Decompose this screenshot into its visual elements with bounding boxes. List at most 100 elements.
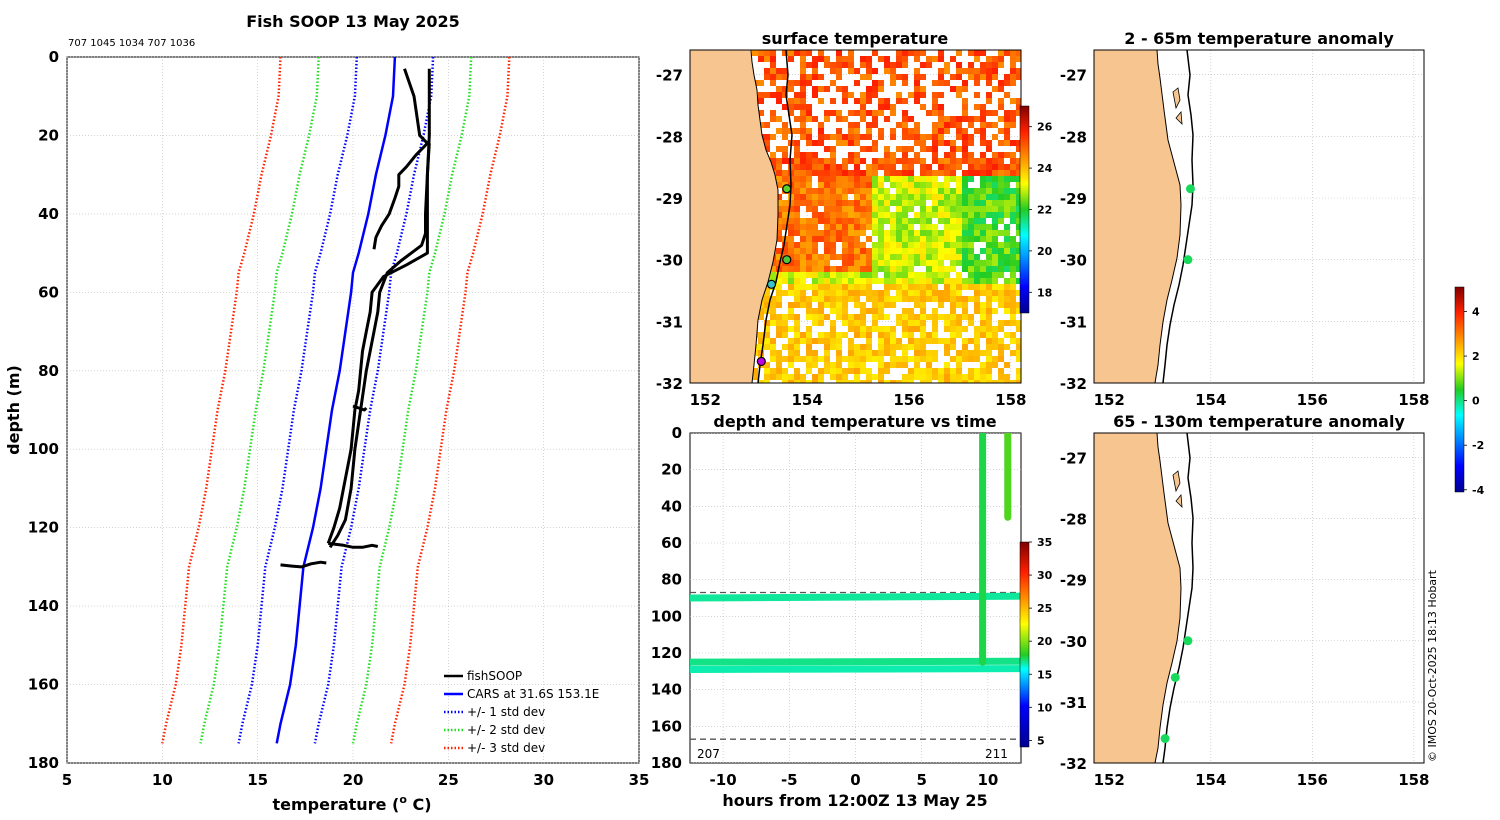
- anomaly-shallow-isobath: [1162, 50, 1194, 383]
- map-xtick-label: 156: [893, 391, 924, 409]
- sst-cell: [944, 296, 950, 302]
- sst-cell: [938, 164, 944, 170]
- sst-cell: [812, 230, 818, 236]
- sst-cell: [848, 350, 854, 356]
- sst-cell: [884, 296, 890, 302]
- sst-cell: [806, 332, 812, 338]
- sst-cell: [920, 296, 926, 302]
- sst-cell: [806, 362, 812, 368]
- sst-cell: [872, 218, 878, 224]
- sst-cell: [812, 152, 818, 158]
- sst-cell: [752, 368, 758, 374]
- sst-cell: [986, 236, 992, 242]
- sst-cell: [962, 146, 968, 152]
- sst-station-marker: [782, 184, 792, 194]
- sst-cell: [770, 68, 776, 74]
- sst-cell: [884, 326, 890, 332]
- sst-cell: [914, 80, 920, 86]
- sst-cell: [842, 218, 848, 224]
- sst-cell: [950, 290, 956, 296]
- sst-cell: [824, 110, 830, 116]
- sst-cell: [932, 194, 938, 200]
- sst-cell: [962, 200, 968, 206]
- sst-cell: [842, 134, 848, 140]
- sst-cell: [842, 248, 848, 254]
- sst-cell: [794, 50, 800, 56]
- sst-cell: [902, 50, 908, 56]
- sst-cell: [926, 236, 932, 242]
- sst-cell: [878, 242, 884, 248]
- sst-cell: [872, 110, 878, 116]
- sst-cell: [998, 260, 1004, 266]
- profile-ylabel: depth (m): [4, 365, 23, 455]
- sst-cell: [986, 314, 992, 320]
- sst-cell: [884, 206, 890, 212]
- sst-cell: [974, 368, 980, 374]
- sst-cell: [1004, 176, 1010, 182]
- sst-cell: [986, 248, 992, 254]
- sst-cell: [830, 344, 836, 350]
- sst-cell: [902, 158, 908, 164]
- sst-cell: [854, 242, 860, 248]
- legend-label-cars: CARS at 31.6S 153.1E: [467, 687, 599, 701]
- sst-cell: [944, 236, 950, 242]
- sst-cell: [788, 212, 794, 218]
- sst-cell: [818, 194, 824, 200]
- colorbar-tick-label: 25: [1037, 602, 1052, 615]
- sst-cell: [854, 326, 860, 332]
- sst-cell: [968, 74, 974, 80]
- sst-cell: [782, 266, 788, 272]
- sst-cell: [806, 326, 812, 332]
- sst-cell: [872, 158, 878, 164]
- sst-cell: [872, 308, 878, 314]
- sst-cell: [932, 368, 938, 374]
- sst-cell: [848, 212, 854, 218]
- sst-cell: [812, 266, 818, 272]
- sst-cell: [794, 80, 800, 86]
- sst-cell: [884, 272, 890, 278]
- sst-cell: [962, 134, 968, 140]
- sst-cell: [962, 212, 968, 218]
- sst-cell: [992, 248, 998, 254]
- sst-cell: [866, 278, 872, 284]
- sst-cell: [878, 110, 884, 116]
- sst-cell: [860, 368, 866, 374]
- sst-cell: [824, 362, 830, 368]
- sst-colorbar: [1019, 105, 1030, 314]
- sst-cell: [848, 320, 854, 326]
- sst-cell: [788, 278, 794, 284]
- sst-cell: [788, 236, 794, 242]
- anomaly-deep-coastline: [1154, 433, 1182, 763]
- sst-cell: [830, 182, 836, 188]
- sst-cell: [848, 50, 854, 56]
- sst-cell: [866, 326, 872, 332]
- sst-cell: [950, 122, 956, 128]
- sst-cell: [884, 260, 890, 266]
- sst-cell: [926, 380, 932, 383]
- sst-cell: [914, 320, 920, 326]
- sst-cell: [884, 116, 890, 122]
- sst-cell: [1004, 140, 1010, 146]
- anomaly-colorbar: [1454, 286, 1465, 493]
- sst-cell: [794, 98, 800, 104]
- sst-cell: [962, 218, 968, 224]
- sst-cell: [902, 98, 908, 104]
- sst-cell: [806, 254, 812, 260]
- sst-cell: [806, 350, 812, 356]
- sst-cell: [884, 152, 890, 158]
- sst-cell: [1010, 260, 1016, 266]
- sst-cell: [968, 176, 974, 182]
- std2-upper-line: [351, 56, 473, 744]
- sst-cell: [950, 296, 956, 302]
- sst-cell: [830, 80, 836, 86]
- sst-cell: [878, 278, 884, 284]
- sst-cell: [914, 260, 920, 266]
- sst-cell: [794, 290, 800, 296]
- sst-cell: [866, 254, 872, 260]
- sst-cell: [938, 368, 944, 374]
- sst-cell: [938, 260, 944, 266]
- colorbar-tick-label: 22: [1037, 204, 1052, 217]
- profile-ytick-label: 160: [28, 676, 59, 694]
- sst-cell: [842, 356, 848, 362]
